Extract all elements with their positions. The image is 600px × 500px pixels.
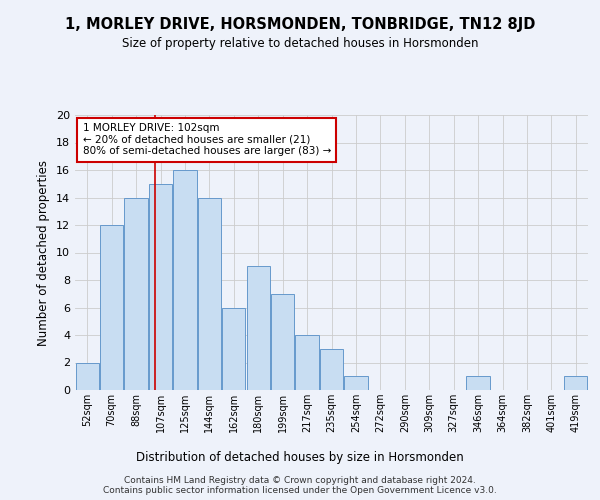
Bar bbox=[76, 362, 99, 390]
Bar bbox=[564, 376, 587, 390]
Bar bbox=[100, 225, 123, 390]
Bar bbox=[466, 376, 490, 390]
Text: Size of property relative to detached houses in Horsmonden: Size of property relative to detached ho… bbox=[122, 38, 478, 51]
Y-axis label: Number of detached properties: Number of detached properties bbox=[37, 160, 50, 346]
Text: Contains HM Land Registry data © Crown copyright and database right 2024.
Contai: Contains HM Land Registry data © Crown c… bbox=[103, 476, 497, 495]
Bar bbox=[124, 198, 148, 390]
Bar bbox=[198, 198, 221, 390]
Text: Distribution of detached houses by size in Horsmonden: Distribution of detached houses by size … bbox=[136, 451, 464, 464]
Text: 1 MORLEY DRIVE: 102sqm
← 20% of detached houses are smaller (21)
80% of semi-det: 1 MORLEY DRIVE: 102sqm ← 20% of detached… bbox=[83, 123, 331, 156]
Bar bbox=[247, 266, 270, 390]
Bar bbox=[271, 294, 294, 390]
Bar bbox=[344, 376, 368, 390]
Bar bbox=[173, 170, 197, 390]
Bar bbox=[222, 308, 245, 390]
Bar bbox=[320, 349, 343, 390]
Bar bbox=[149, 184, 172, 390]
Bar bbox=[295, 335, 319, 390]
Text: 1, MORLEY DRIVE, HORSMONDEN, TONBRIDGE, TN12 8JD: 1, MORLEY DRIVE, HORSMONDEN, TONBRIDGE, … bbox=[65, 18, 535, 32]
